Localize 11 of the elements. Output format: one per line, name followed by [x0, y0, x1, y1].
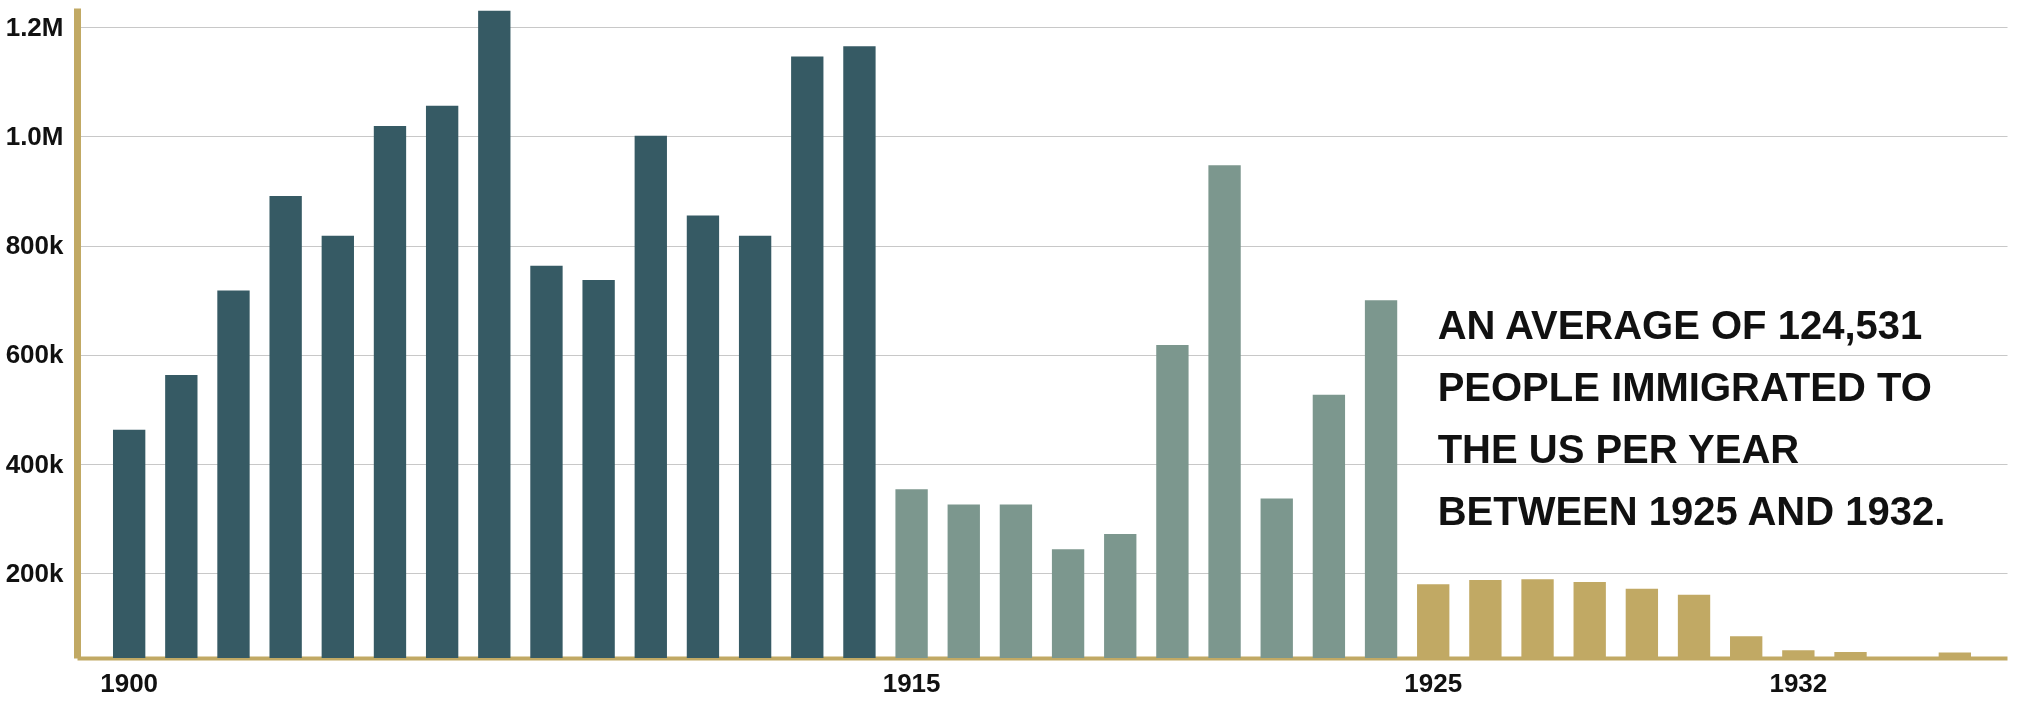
y-tick-label: 800k	[5, 230, 65, 261]
x-tick-label: 1932	[1769, 667, 1828, 698]
y-tick-label: 400k	[5, 448, 65, 479]
y-tick-label: 1.0M	[5, 120, 64, 151]
y-tick-label: 600k	[5, 339, 65, 370]
y-tick-label: 1.2M	[5, 11, 64, 42]
x-tick-label: 1915	[882, 667, 941, 698]
y-tick-label: 200k	[5, 557, 65, 588]
x-tick-label: 1925	[1404, 667, 1463, 698]
annotation: AN AVERAGE OF 124,531 PEOPLE IMMIGRATED TO THE US PER YEAR BETWEEN 1925 AND 1932.	[1437, 303, 1946, 533]
x-tick-label: 1900	[100, 667, 159, 698]
